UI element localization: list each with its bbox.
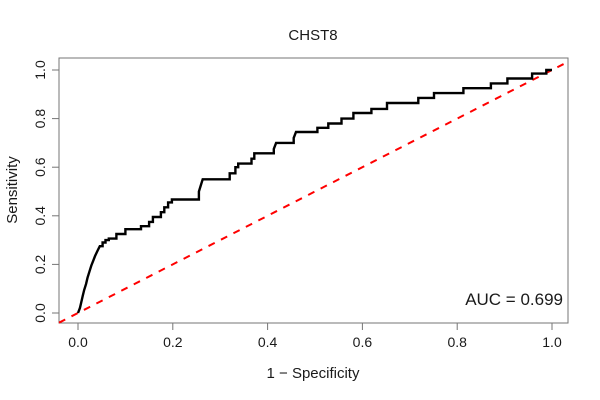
x-tick-label: 0.4 (258, 334, 278, 350)
y-tick-label: 0.4 (32, 206, 48, 226)
chance-diagonal-line (58, 60, 569, 324)
x-tick-label: 0.0 (68, 334, 88, 350)
x-axis-label: 1 − Specificity (267, 365, 360, 382)
y-tick-label: 0.6 (32, 157, 48, 177)
y-tick-label: 0.2 (32, 254, 48, 274)
y-axis-ticks: 0.0 0.2 0.4 0.6 0.8 1.0 (32, 60, 59, 323)
roc-curve (76, 68, 552, 314)
plot-title: CHST8 (288, 27, 337, 44)
plot-box-border (58, 57, 569, 324)
plot-box (58, 57, 569, 324)
y-tick-label: 1.0 (32, 60, 48, 80)
x-axis-ticks: 0.0 0.2 0.4 0.6 0.8 1.0 (68, 323, 562, 350)
auc-annotation: AUC = 0.699 (465, 290, 563, 309)
x-tick-label: 1.0 (542, 334, 562, 350)
x-tick-label: 0.2 (163, 334, 183, 350)
x-tick-label: 0.6 (353, 334, 373, 350)
y-tick-label: 0.0 (32, 303, 48, 323)
x-tick-label: 0.8 (447, 334, 467, 350)
y-tick-label: 0.8 (32, 109, 48, 129)
y-axis-label: Sensitivity (4, 156, 21, 224)
